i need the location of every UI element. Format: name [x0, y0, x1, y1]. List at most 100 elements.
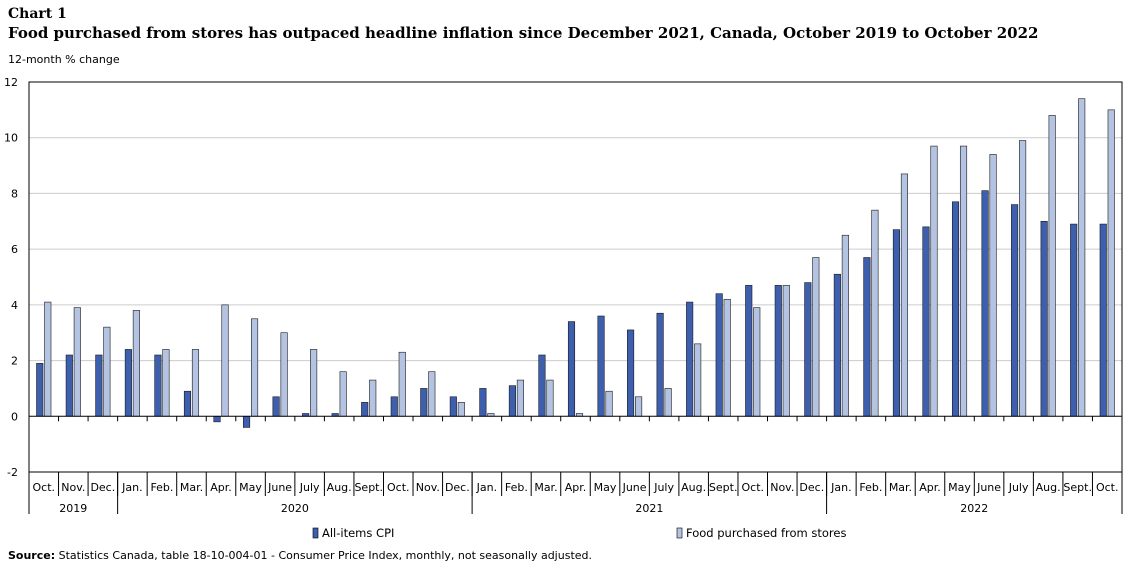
legend-label-food: Food purchased from stores	[686, 526, 846, 540]
bar-food-32	[989, 154, 997, 417]
y-axis-unit-label: 12-month % change	[8, 53, 120, 66]
x-tick-label: June	[267, 481, 292, 494]
bar-food-35	[1078, 98, 1086, 417]
bar-cpi-17	[538, 354, 546, 417]
x-tick-label: Jan.	[476, 481, 497, 494]
bar-cpi-8	[272, 396, 280, 417]
y-tick-label: -2	[7, 466, 18, 479]
bar-food-13	[428, 371, 436, 417]
bar-cpi-34	[1040, 220, 1048, 417]
bar-food-24	[753, 307, 761, 417]
x-tick-label: Aug.	[681, 481, 706, 494]
x-tick-label: May	[239, 481, 262, 494]
bar-cpi-36	[1099, 223, 1107, 417]
bar-food-25	[782, 285, 790, 417]
x-tick-labels: Oct. Nov. Dec. Jan. Feb. Mar. Apr. May June July A…	[33, 481, 1119, 494]
bar-cpi-1	[65, 354, 73, 417]
bar-food-5	[191, 349, 200, 417]
legend-label-cpi: All-items CPI	[322, 526, 394, 540]
x-tick-label: Apr.	[919, 481, 941, 494]
bar-cpi-27	[833, 273, 841, 417]
x-tick-label: Sept.	[709, 481, 738, 494]
bar-food-23	[723, 298, 731, 417]
x-tick-label: Oct.	[741, 481, 764, 494]
bar-food-31	[959, 145, 968, 417]
x-tick-label: Apr.	[565, 481, 587, 494]
bar-food-30	[930, 145, 938, 417]
x-tick-label: Aug.	[327, 481, 352, 494]
bar-cpi-24	[745, 285, 753, 417]
source-text: Statistics Canada, table 18-10-004-01 - …	[55, 549, 593, 562]
bar-cpi-19	[597, 315, 605, 417]
source-note: Source: Statistics Canada, table 18-10-0…	[8, 549, 592, 562]
x-tick-label: Oct.	[387, 481, 410, 494]
x-tick-label: Nov.	[61, 481, 85, 494]
x-tick-label: Mar.	[889, 481, 912, 494]
bar-cpi-30	[922, 226, 930, 417]
bar-cpi-5	[183, 390, 192, 417]
bar-cpi-22	[686, 301, 694, 417]
bar-cpi-20	[627, 329, 635, 417]
bar-cpi-14	[449, 396, 457, 417]
bar-food-19	[605, 390, 613, 417]
bar-food-36	[1107, 109, 1115, 417]
bar-cpi-29	[892, 229, 900, 417]
x-tick-label: Feb.	[150, 481, 173, 494]
y-tick-label: 2	[11, 355, 18, 368]
bar-cpi-23	[715, 293, 723, 417]
bar-food-33	[1019, 140, 1027, 417]
y-tick-label: 0	[11, 410, 18, 423]
x-tick-label: Mar.	[180, 481, 203, 494]
legend-swatch-food	[676, 527, 683, 539]
bar-food-1	[73, 307, 81, 417]
x-tick-label: Nov.	[416, 481, 440, 494]
x-tick-label: Feb.	[505, 481, 528, 494]
axes	[28, 81, 1123, 514]
x-tick-label: Dec.	[799, 481, 824, 494]
bar-chart: -2 0 2 4 6 8 10 12 Oct. Nov. Dec. Jan. Feb. Mar. Apr.…	[4, 76, 1123, 540]
bar-cpi-4	[154, 354, 162, 417]
chart-number-label: Chart 1	[8, 6, 67, 22]
bar-food-20	[635, 396, 643, 417]
bar-food-0	[44, 301, 52, 417]
y-tick-label: 12	[4, 76, 18, 89]
bar-food-14	[457, 402, 465, 417]
bar-cpi-33	[1011, 204, 1019, 417]
bar-cpi-25	[774, 285, 782, 417]
x-tick-label: Sept.	[1063, 481, 1092, 494]
bar-cpi-6	[213, 415, 221, 423]
bar-cpi-0	[36, 363, 44, 417]
x-tick-label: July	[653, 481, 674, 494]
bar-cpi-18	[567, 321, 576, 417]
year-label: 2020	[281, 502, 309, 515]
x-tick-label: Oct.	[33, 481, 56, 494]
bar-food-21	[664, 388, 672, 417]
bar-food-28	[871, 209, 879, 417]
chart-title: Food purchased from stores has outpaced …	[8, 24, 1039, 42]
bar-cpi-31	[951, 201, 960, 417]
bar-food-11	[369, 379, 377, 417]
bar-cpi-16	[508, 385, 516, 417]
year-label: 2021	[635, 502, 663, 515]
bar-food-2	[103, 326, 111, 417]
bar-cpi-3	[124, 349, 132, 417]
bar-food-4	[162, 349, 170, 417]
x-tick-label: July	[299, 481, 320, 494]
x-tick-label: Aug.	[1036, 481, 1061, 494]
bar-cpi-13	[420, 388, 428, 417]
x-tick-label: June	[976, 481, 1001, 494]
bar-cpi-26	[804, 282, 812, 417]
bar-food-16	[516, 379, 524, 417]
year-label: 2019	[59, 502, 87, 515]
bar-food-12	[398, 351, 406, 417]
bar-cpi-12	[390, 396, 398, 417]
bar-cpi-32	[981, 190, 989, 417]
bar-food-29	[900, 173, 908, 417]
x-tick-label: June	[622, 481, 647, 494]
bar-food-9	[310, 349, 318, 417]
x-tick-label: Jan.	[121, 481, 142, 494]
bar-cpi-15	[479, 388, 487, 417]
bar-food-34	[1048, 115, 1056, 417]
y-tick-labels: -2 0 2 4 6 8 10 12	[4, 76, 18, 479]
y-tick-label: 4	[11, 299, 18, 312]
